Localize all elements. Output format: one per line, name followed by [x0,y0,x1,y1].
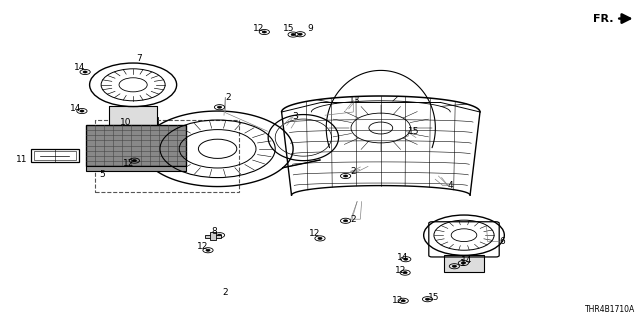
Text: 11: 11 [16,156,28,164]
Circle shape [262,31,266,33]
Text: 14: 14 [74,63,85,72]
Circle shape [83,71,87,73]
Circle shape [451,229,477,242]
Text: 3: 3 [292,112,298,121]
Text: 12: 12 [308,229,320,238]
Text: 14: 14 [70,104,82,113]
FancyBboxPatch shape [109,106,157,125]
Text: 6: 6 [499,237,505,246]
Text: 12: 12 [196,242,208,251]
Bar [205,235,221,238]
Text: 15: 15 [283,24,294,33]
Text: 2: 2 [225,93,231,102]
Text: 2: 2 [350,215,356,224]
Text: 8: 8 [211,228,217,236]
Circle shape [119,78,147,92]
Bar [129,117,158,134]
Text: 15: 15 [428,293,439,302]
Text: 12: 12 [395,266,406,275]
Circle shape [298,33,302,35]
Circle shape [344,175,348,177]
Circle shape [291,34,295,36]
Text: FR.: FR. [593,13,613,24]
Text: 13: 13 [349,96,361,105]
Circle shape [452,265,456,267]
Bar [86,125,186,166]
Text: 14: 14 [397,253,408,262]
Circle shape [218,106,221,108]
Circle shape [80,110,84,112]
Text: 2: 2 [223,288,228,297]
Text: 9: 9 [307,24,313,33]
Text: 15: 15 [408,127,420,136]
Bar [31,149,79,162]
Text: 2: 2 [351,167,356,176]
Text: 1: 1 [460,260,465,268]
Text: 10: 10 [120,118,132,127]
Text: 4: 4 [448,181,454,190]
Circle shape [426,298,429,300]
Text: 12: 12 [392,296,403,305]
Text: 12: 12 [253,24,264,33]
FancyBboxPatch shape [444,255,484,272]
Circle shape [206,249,210,251]
Circle shape [401,300,405,302]
Text: 14: 14 [461,256,472,265]
Bar [86,166,186,171]
Circle shape [318,237,322,239]
Circle shape [344,220,348,222]
Bar [34,151,76,160]
Circle shape [404,258,408,260]
Text: 7: 7 [136,54,142,63]
Circle shape [218,234,221,236]
Circle shape [198,139,237,158]
Text: 5: 5 [99,170,105,179]
Circle shape [461,262,465,264]
Circle shape [132,160,136,162]
Bar [210,232,216,240]
Circle shape [403,272,407,274]
Text: 12: 12 [123,159,134,168]
Text: THR4B1710A: THR4B1710A [584,305,635,314]
Bar [95,120,239,192]
